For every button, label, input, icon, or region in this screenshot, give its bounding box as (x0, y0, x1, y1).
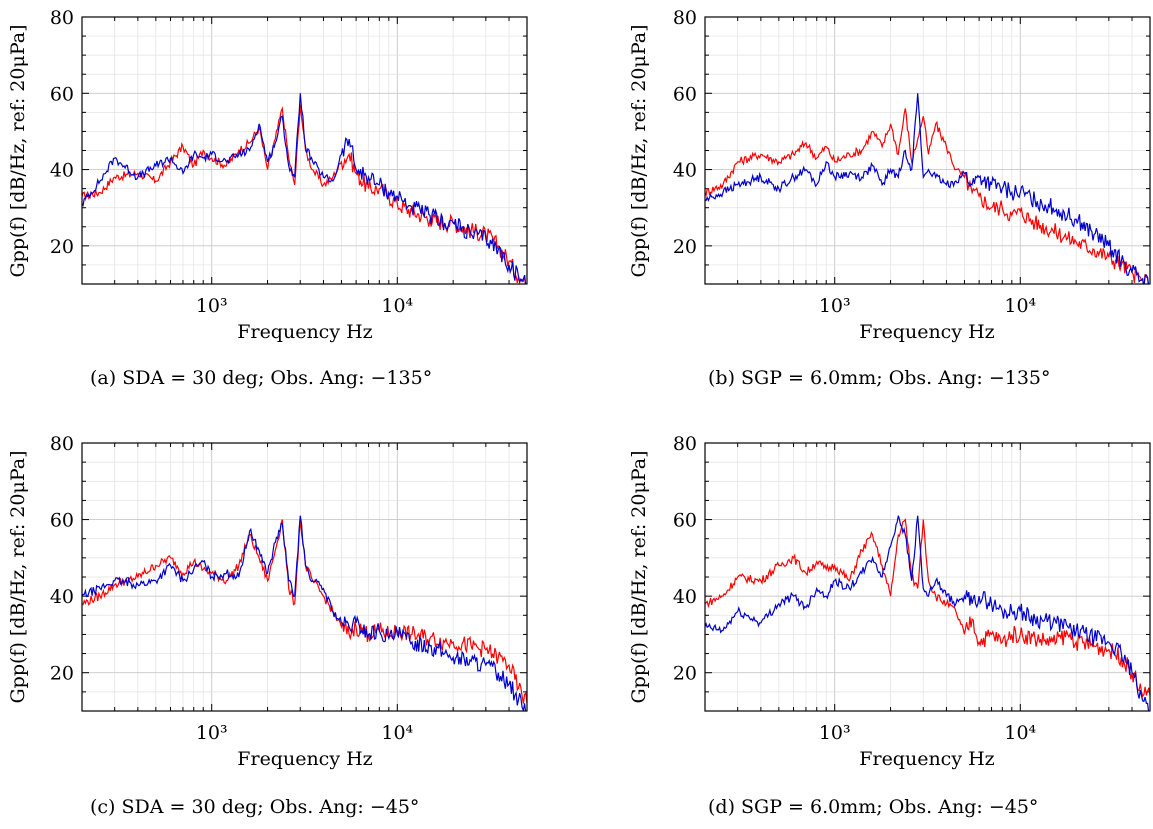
y-axis-label: Gpp(f) [dB/Hz, ref: 20μPa] (7, 25, 29, 278)
series-line-red (705, 518, 1150, 698)
y-tick-label: 20 (50, 236, 74, 258)
chart-panel-b: 20 40 60 80 10³ 10⁴ Frequency Hz Gpp(f) [dB/Hz,… (628, 7, 1151, 389)
series-line-blue (82, 93, 527, 284)
series-line-blue (705, 515, 1150, 711)
y-tick-label: 60 (50, 83, 74, 105)
y-tick-label: 60 (673, 83, 697, 105)
grid (81, 442, 528, 712)
x-tick-label: 10⁴ (381, 295, 413, 317)
panel-caption: (b) SGP = 6.0mm; Obs. Ang: −135° (708, 367, 1051, 389)
x-tick-label: 10³ (819, 722, 851, 744)
chart-panel-c: 20 40 60 80 10³ 10⁴ Frequency Hz Gpp(f) [dB/Hz,… (7, 433, 528, 818)
series-group (82, 93, 527, 284)
x-axis-label: Frequency Hz (859, 748, 994, 770)
y-axis-label: Gpp(f) [dB/Hz, ref: 20μPa] (628, 25, 650, 278)
x-tick-label: 10⁴ (381, 722, 413, 744)
series-line-blue (705, 93, 1150, 284)
y-tick-label: 60 (50, 510, 74, 532)
y-tick-label: 60 (673, 510, 697, 532)
plot-frame (704, 16, 1151, 285)
y-tick-label: 80 (673, 433, 697, 455)
x-axis-label: Frequency Hz (237, 321, 372, 343)
series-group (705, 515, 1150, 711)
y-tick-label: 80 (50, 433, 74, 455)
x-tick-label: 10⁴ (1004, 722, 1036, 744)
plot-frame (704, 442, 1151, 712)
chart-panel-a: 20 40 60 80 10³ 10⁴ Frequency Hz Gpp(f) [dB/Hz,… (7, 7, 528, 389)
x-tick-label: 10⁴ (1004, 295, 1036, 317)
x-tick-label: 10³ (196, 722, 228, 744)
series-group (705, 93, 1150, 284)
x-tick-label: 10³ (196, 295, 228, 317)
series-group (82, 515, 527, 711)
y-tick-label: 40 (673, 160, 697, 182)
grid (81, 16, 528, 285)
series-line-red (705, 108, 1150, 284)
x-axis-label: Frequency Hz (859, 321, 994, 343)
series-line-red (82, 519, 527, 704)
y-axis-label: Gpp(f) [dB/Hz, ref: 20μPa] (7, 451, 29, 704)
plot-frame (81, 442, 528, 712)
y-tick-label: 40 (50, 160, 74, 182)
y-tick-label: 80 (673, 7, 697, 29)
y-tick-label: 40 (50, 586, 74, 608)
x-axis-label: Frequency Hz (237, 748, 372, 770)
panel-caption: (d) SGP = 6.0mm; Obs. Ang: −45° (708, 796, 1038, 818)
y-tick-label: 80 (50, 7, 74, 29)
chart-panel-d: 20 40 60 80 10³ 10⁴ Frequency Hz Gpp(f) [dB/Hz,… (628, 433, 1151, 818)
y-tick-label: 40 (673, 586, 697, 608)
panel-caption: (c) SDA = 30 deg; Obs. Ang: −45° (90, 796, 419, 818)
x-tick-label: 10³ (819, 295, 851, 317)
series-line-blue (82, 515, 527, 711)
y-tick-label: 20 (50, 663, 74, 685)
plot-frame (81, 16, 528, 285)
y-axis-label: Gpp(f) [dB/Hz, ref: 20μPa] (628, 451, 650, 704)
y-tick-label: 20 (673, 663, 697, 685)
y-tick-label: 20 (673, 236, 697, 258)
grid (704, 442, 1151, 712)
panel-caption: (a) SDA = 30 deg; Obs. Ang: −135° (90, 367, 432, 389)
